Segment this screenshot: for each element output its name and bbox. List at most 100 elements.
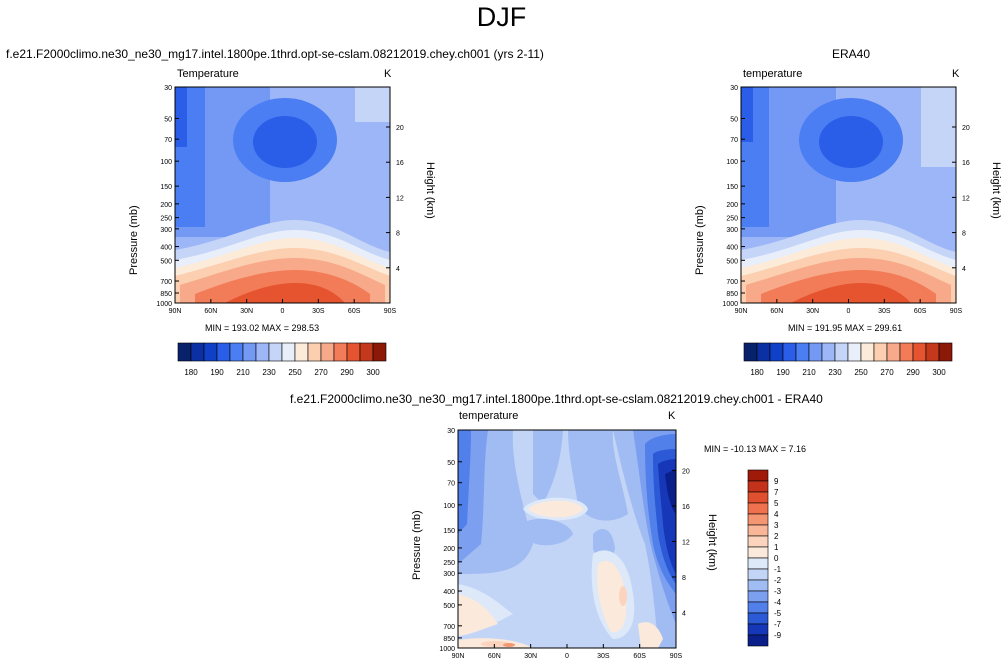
panel1-colorbar-box: [294, 342, 309, 362]
panel2-stats: MIN = 191.95 MAX = 299.61: [788, 323, 903, 333]
panel2-y2tick-label: 16: [962, 160, 970, 167]
panel3-y2tick-label: 20: [682, 468, 690, 475]
panel2-units: K: [952, 68, 960, 80]
panel2-colorbar-label: 270: [880, 368, 894, 377]
panel2-colorbar-label: 290: [906, 368, 920, 377]
panel1-ytick-label: 200: [160, 202, 172, 209]
panel2-colorbar-label: 190: [776, 368, 790, 377]
panel2-colorbar: 180 190 210 230 250 270 290 300: [743, 342, 953, 377]
panel1-y2label: Height (km): [424, 162, 436, 219]
panel2-colorbar-box: [769, 342, 784, 362]
panel3-colorbar-label: 1: [774, 543, 779, 552]
panel1-ytick-label: 1000: [156, 301, 172, 308]
panel2-colorbar-box: [795, 342, 810, 362]
panel2-colorbar-box: [808, 342, 823, 362]
panel2-ytick-label: 400: [726, 245, 738, 252]
panel1-xtick-label: 60S: [348, 308, 361, 315]
panel3-colorbar-box: [747, 590, 769, 603]
panel2-ytick-label: 300: [726, 227, 738, 234]
panel1-colorbar-label: 210: [236, 368, 250, 377]
panel3-y2tick-label: 12: [682, 539, 690, 546]
panel2-ytick-label: 50: [730, 116, 738, 123]
panel1-colorbar-box: [255, 342, 270, 362]
panel1-variable: Temperature: [177, 68, 239, 80]
panel2-colorbar-box: [886, 342, 901, 362]
panel3-colorbar-label: 2: [774, 532, 779, 541]
panel2-colorbar-box: [873, 342, 888, 362]
panel2-colorbar-box: [899, 342, 914, 362]
panel3-colorbar-box: [747, 612, 769, 625]
panel1-ytick-label: 300: [160, 227, 172, 234]
panel1-colorbar-box: [242, 342, 257, 362]
panel2-ytick-label: 1000: [722, 301, 738, 308]
panel2-colorbar-label: 180: [750, 368, 764, 377]
panel1-colorbar-box: [216, 342, 231, 362]
panel2-y2tick-label: 20: [962, 125, 970, 132]
panel1-colorbar-box: [320, 342, 335, 362]
panel2-y2tick-label: 4: [962, 266, 966, 273]
panel2-ytick-label: 850: [726, 291, 738, 298]
panel2-xtick-label: 30S: [878, 308, 891, 315]
panel3-colorbar-label: -7: [774, 620, 782, 629]
panel3-y2label: Height (km): [706, 514, 718, 571]
panel2-axes: 30 50 70 100 150 200 250 300 400 500 700 850 1000 20 1…: [722, 85, 969, 315]
panel2-ylabel: Pressure (mb): [694, 205, 706, 275]
panel1-colorbar-box: [333, 342, 348, 362]
panel1-y2tick-label: 12: [396, 195, 404, 202]
panel1-xtick-label: 90S: [384, 308, 397, 315]
panel2-colorbar-box: [860, 342, 875, 362]
panel1-colorbar-box: [229, 342, 244, 362]
panel2-xtick-label: 90N: [735, 308, 748, 315]
panel3-colorbar-label: -3: [774, 587, 782, 596]
panel1-colorbar-label: 180: [184, 368, 198, 377]
panel1-ytick-label: 500: [160, 258, 172, 265]
panel3-ytick-label: 500: [443, 603, 455, 610]
panel3-axes: 30 50 70 100 150 200 250 300 400 500 700 850 1000 20 1…: [439, 428, 689, 660]
panel3-ytick-label: 200: [443, 546, 455, 553]
panel1-title: f.e21.F2000climo.ne30_ne30_mg17.intel.18…: [6, 47, 544, 61]
panel2-colorbar-label: 210: [802, 368, 816, 377]
panel3-colorbar-box: [747, 601, 769, 614]
panel1-colorbar-box: [203, 342, 218, 362]
panel2-colorbar-box: [743, 342, 758, 362]
panel2-plot: 30 50 70 100 150 200 250 300 400 500 700 850 1000 20 1…: [694, 85, 1002, 315]
panel1-y2tick-label: 16: [396, 160, 404, 167]
panel3-colorbar-label: -1: [774, 565, 782, 574]
panel3-colorbar-label: 7: [774, 488, 779, 497]
panel1-axes: 30 50 70 100 150 200 250 300 400 500 700 850 1000 20 1…: [156, 85, 403, 315]
panel3-ytick-label: 100: [443, 503, 455, 510]
panel2-field: [741, 87, 956, 303]
panel1-colorbar-box: [372, 342, 387, 362]
panel1-colorbar-label: 270: [314, 368, 328, 377]
panel1-colorbar-box: [268, 342, 283, 362]
panel2-xtick-label: 90S: [950, 308, 963, 315]
panel2-y2label: Height (km): [990, 162, 1002, 219]
panel3-colorbar-box: [747, 568, 769, 581]
panel2-colorbar-box: [834, 342, 849, 362]
panel1-colorbar-box: [346, 342, 361, 362]
panel3-colorbar-label: -4: [774, 598, 782, 607]
panel3-xtick-label: 60N: [488, 653, 501, 660]
panel3-ytick-label: 150: [443, 528, 455, 535]
panel3-units: K: [668, 410, 676, 422]
panel1-colorbar: 180 190 210 230 250 270 290 300: [177, 342, 387, 377]
panel1-colorbar-label: 250: [288, 368, 302, 377]
panel2-ytick-label: 150: [726, 184, 738, 191]
panel2-variable: temperature: [743, 68, 803, 80]
panel2-xtick-label: 60S: [914, 308, 927, 315]
panel3-ytick-label: 700: [443, 624, 455, 631]
panel2-xtick-label: 30N: [806, 308, 819, 315]
panel2-colorbar-label: 300: [932, 368, 946, 377]
panel2-colorbar-box: [847, 342, 862, 362]
panel3-xtick-label: 30N: [524, 653, 537, 660]
panel1-ytick-label: 100: [160, 159, 172, 166]
panel2-title: ERA40: [832, 47, 871, 61]
panel3-plot: 30 50 70 100 150 200 250 300 400 500 700 850 1000 20 1…: [411, 428, 718, 660]
panel3-xtick-label: 60S: [633, 653, 646, 660]
panel1-colorbar-label: 230: [262, 368, 276, 377]
panel1-field: [175, 87, 390, 303]
panel3-ylabel: Pressure (mb): [411, 510, 423, 580]
panel2-xtick-label: 60N: [770, 308, 783, 315]
panel2-ytick-label: 100: [726, 159, 738, 166]
panel3-colorbar-box: [747, 480, 769, 493]
